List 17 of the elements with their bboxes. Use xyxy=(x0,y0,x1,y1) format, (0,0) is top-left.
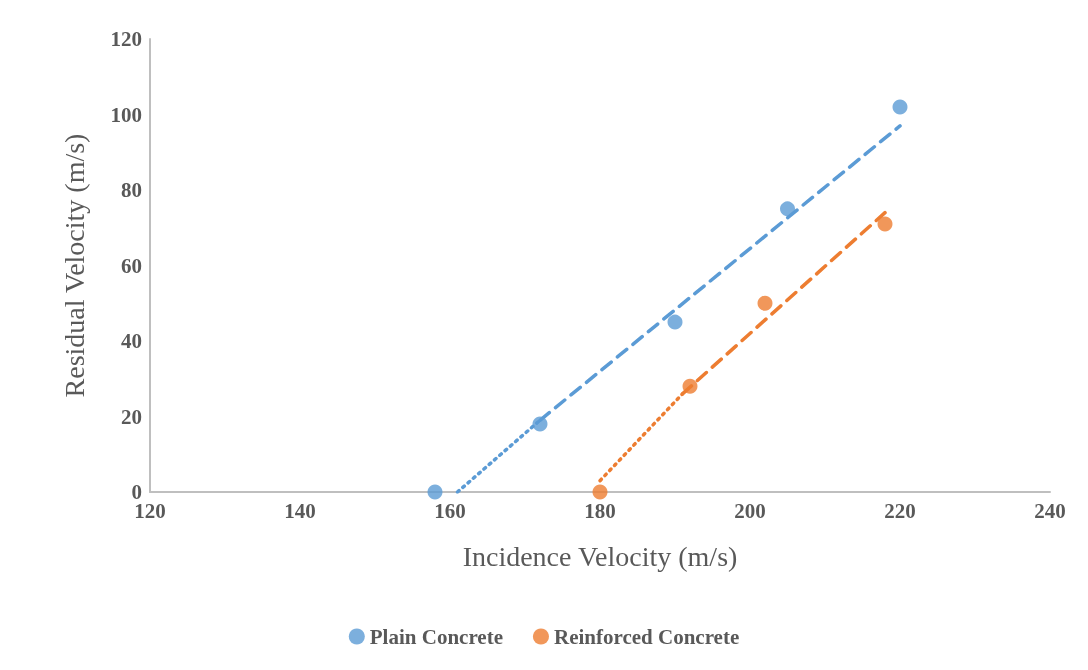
x-tick-label: 240 xyxy=(1034,498,1066,523)
legend-label: Plain Concrete xyxy=(369,624,503,649)
y-tick-label: 40 xyxy=(121,329,142,353)
y-tick-label: 0 xyxy=(131,480,142,504)
y-tick-label: 120 xyxy=(110,27,142,51)
x-tick-label: 180 xyxy=(584,498,616,523)
y-tick-label: 20 xyxy=(121,404,142,429)
x-axis-title: Incidence Velocity (m/s) xyxy=(462,540,738,572)
x-tick-label: 140 xyxy=(284,498,316,523)
y-tick-label: 80 xyxy=(121,178,142,202)
x-tick-label: 220 xyxy=(884,498,916,523)
x-tick-label: 160 xyxy=(434,498,466,523)
y-tick-label: 100 xyxy=(110,102,142,127)
y-axis-title: Residual Velocity (m/s) xyxy=(58,133,90,398)
legend-label: Reinforced Concrete xyxy=(553,624,740,649)
y-tick-label: 60 xyxy=(121,253,142,278)
x-tick-label: 200 xyxy=(734,498,766,523)
